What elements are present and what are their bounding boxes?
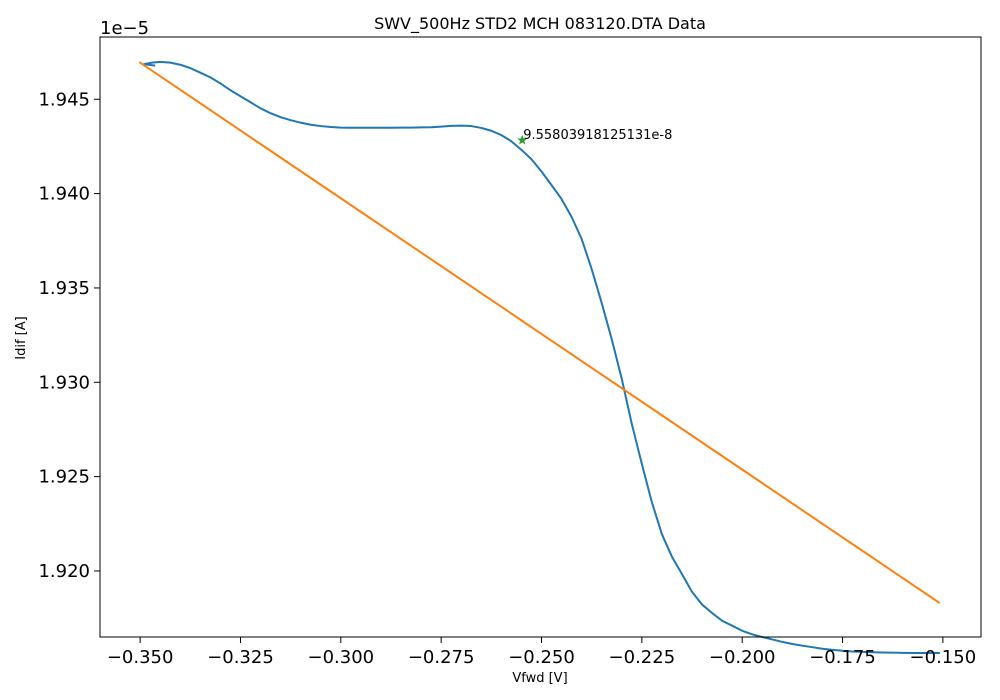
y-offset-label: 1e−5 [100, 18, 149, 39]
chart-title: SWV_500Hz STD2 MCH 083120.DTA Data [374, 14, 706, 34]
y-tick-label: 1.925 [38, 467, 90, 488]
x-tick-label: −0.225 [609, 647, 676, 668]
series-line-1 [138, 61, 941, 604]
x-tick-label: −0.350 [107, 647, 174, 668]
y-tick-label: 1.935 [38, 278, 90, 299]
annotation-marker [517, 134, 528, 145]
y-axis-label: Idif [A] [14, 316, 29, 359]
x-axis-label: Vfwd [V] [512, 671, 567, 686]
axes-frame [99, 36, 982, 638]
x-tick-label: −0.200 [709, 647, 776, 668]
plot-area: 9.55803918125131e-8 −0.350 −0.325 −0.300 −0.… [38, 36, 982, 668]
series-line-0 [143, 60, 940, 655]
y-tick-label: 1.945 [38, 89, 90, 110]
y-tick-label: 1.930 [38, 372, 90, 393]
y-tick-label: 1.920 [38, 561, 90, 582]
x-tick-label: −0.275 [408, 647, 475, 668]
x-tick-label: −0.175 [809, 647, 876, 668]
x-tick-label: −0.250 [508, 647, 575, 668]
x-tick-label: −0.300 [308, 647, 375, 668]
x-tick-label: −0.150 [910, 647, 977, 668]
x-tick-label: −0.325 [207, 647, 274, 668]
annotation-label: 9.55803918125131e-8 [523, 128, 672, 143]
y-tick-label: 1.940 [38, 184, 90, 205]
